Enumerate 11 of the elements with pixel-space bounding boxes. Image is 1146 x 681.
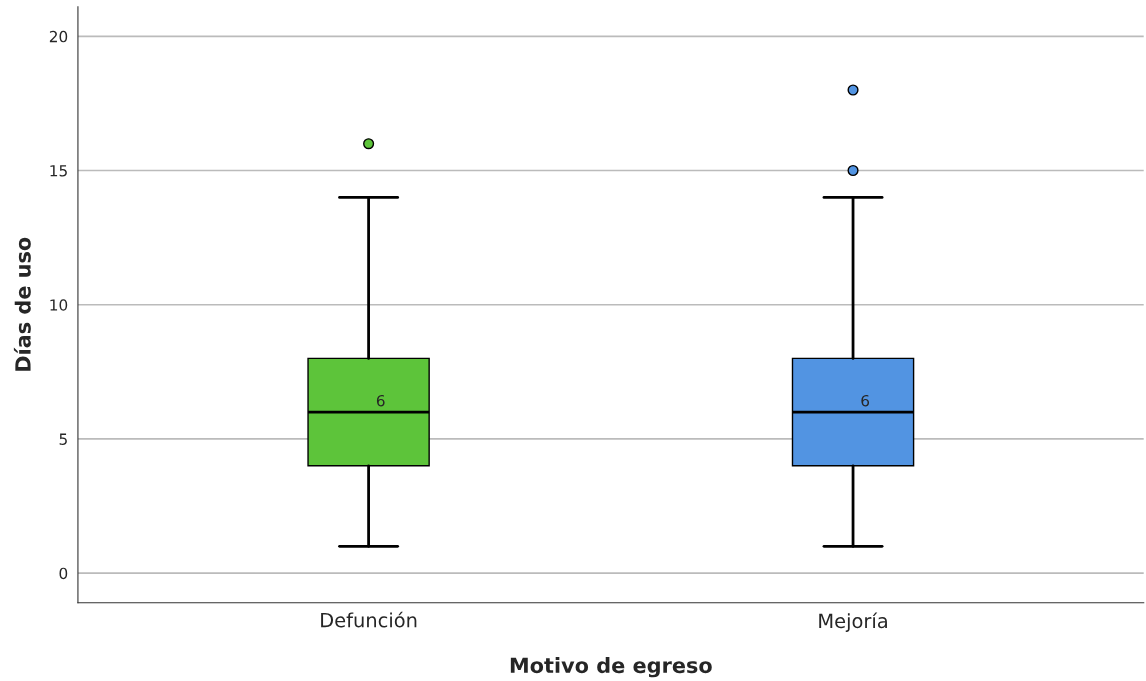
y-tick-label: 15	[50, 165, 67, 177]
x-tick-label: Defunción	[321, 611, 417, 628]
y-tick-label: 20	[49, 30, 68, 43]
y-axis-title: Días de uso	[13, 237, 31, 371]
y-tick-label: 10	[50, 299, 68, 311]
y-tick-label: 5	[59, 433, 67, 445]
x-axis-title: Motivo de egreso	[510, 657, 712, 678]
annotation: 6	[861, 394, 870, 407]
x-tick-label: Mejoría	[819, 612, 887, 632]
y-tick-label: 0	[59, 567, 68, 580]
annotation: 6	[376, 394, 385, 407]
